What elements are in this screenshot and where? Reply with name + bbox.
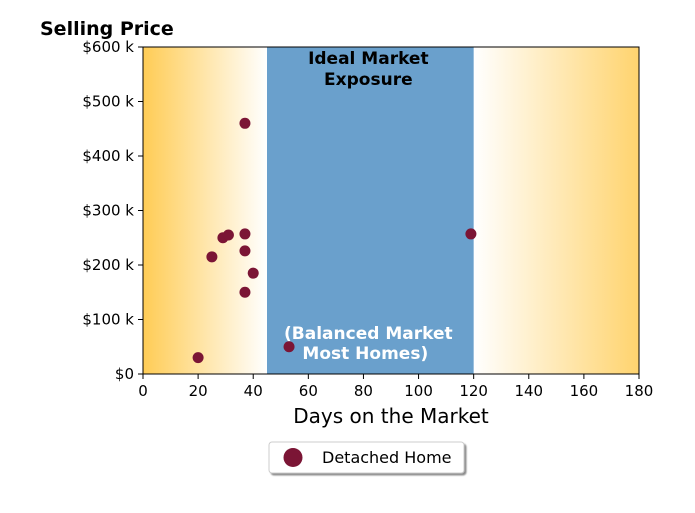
x-axis-ticks: 0 20 40 60 80 100 120 140 160 180 bbox=[138, 374, 653, 400]
y-tick-label: $300 k bbox=[82, 202, 134, 220]
x-tick-label: 140 bbox=[514, 382, 543, 400]
data-point bbox=[239, 117, 251, 129]
legend-box bbox=[268, 441, 465, 474]
data-point bbox=[206, 251, 218, 263]
ideal-exposure-band bbox=[267, 47, 474, 374]
legend-marker bbox=[283, 448, 303, 467]
data-points bbox=[192, 117, 477, 364]
data-point bbox=[239, 286, 251, 298]
band-label-top-line1: Ideal Market bbox=[308, 49, 429, 69]
right-gradient-region bbox=[473, 47, 639, 374]
plot-background bbox=[143, 47, 639, 374]
x-tick-label: 80 bbox=[354, 382, 373, 400]
data-point bbox=[239, 228, 251, 240]
y-tick-label: $100 k bbox=[82, 311, 134, 329]
y-axis-ticks: $0 $100 k $200 k $300 k $400 k $500 k $600 k bbox=[82, 38, 143, 383]
x-tick-label: 60 bbox=[299, 382, 318, 400]
data-point bbox=[222, 229, 234, 241]
data-point bbox=[192, 352, 204, 364]
band-label-top-line2: Exposure bbox=[324, 70, 413, 90]
y-tick-label: $0 bbox=[115, 365, 134, 383]
y-tick-label: $200 k bbox=[82, 256, 134, 274]
data-point bbox=[465, 228, 477, 240]
chart-title: Selling Price bbox=[40, 18, 174, 40]
y-tick-label: $400 k bbox=[82, 147, 134, 165]
data-point bbox=[239, 245, 251, 257]
x-tick-label: 40 bbox=[244, 382, 263, 400]
x-axis-label: Days on the Market bbox=[293, 404, 489, 428]
x-tick-label: 180 bbox=[625, 382, 654, 400]
left-gradient-region bbox=[143, 47, 267, 374]
x-tick-label: 100 bbox=[404, 382, 433, 400]
band-label-bottom-line2: Most Homes) bbox=[302, 344, 428, 364]
x-tick-label: 160 bbox=[570, 382, 599, 400]
data-point bbox=[247, 267, 259, 279]
x-tick-label: 20 bbox=[189, 382, 208, 400]
band-label-bottom-line1: (Balanced Market bbox=[284, 324, 453, 344]
y-tick-label: $500 k bbox=[82, 93, 134, 111]
x-tick-label: 120 bbox=[459, 382, 488, 400]
legend: Detached Home bbox=[268, 441, 465, 474]
y-tick-label: $600 k bbox=[82, 38, 134, 56]
data-point bbox=[283, 341, 295, 353]
legend-label: Detached Home bbox=[322, 448, 452, 467]
x-tick-label: 0 bbox=[138, 382, 148, 400]
